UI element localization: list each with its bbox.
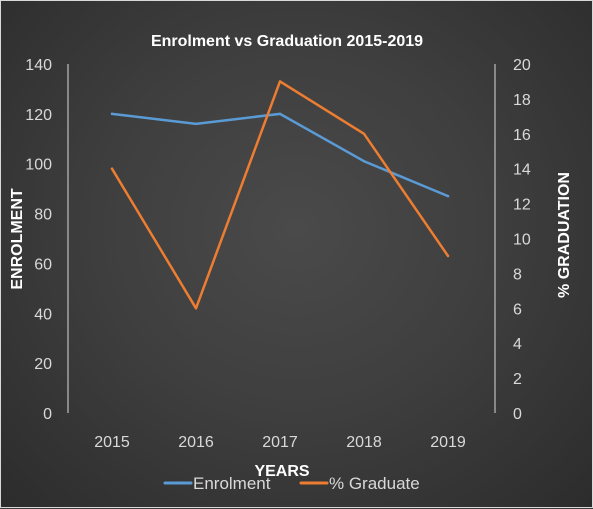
legend-label-enrolment: Enrolment	[193, 474, 271, 493]
y-tick-label: 140	[25, 57, 52, 74]
x-tick-label: 2018	[346, 434, 382, 451]
y2-tick-label: 10	[513, 232, 531, 249]
data-point-graduate	[446, 254, 450, 258]
data-point-enrolment	[446, 194, 450, 198]
data-point-enrolment	[362, 160, 366, 163]
x-tick-label: 2015	[94, 434, 130, 451]
y-tick-label: 120	[25, 107, 52, 124]
y2-axis-title: % GRADUATION	[556, 172, 573, 298]
y2-tick-label: 6	[513, 301, 522, 318]
data-point-enrolment	[110, 112, 114, 116]
y-axis-title: ENROLMENT	[9, 188, 26, 290]
y-tick-label: 60	[34, 256, 52, 273]
y2-tick-label: 20	[513, 57, 531, 74]
y-tick-label: 0	[43, 406, 52, 423]
y-tick-label: 80	[34, 207, 52, 224]
data-point-graduate	[110, 167, 114, 170]
x-axis-ticks: 2015 2016 2017 2018 2019	[94, 434, 466, 451]
right-axis-ticks: 0 2 4 6 8 10 12 14 16 18 20	[513, 57, 531, 423]
y2-tick-label: 16	[513, 127, 531, 144]
x-axis-title: YEARS	[254, 463, 309, 480]
y2-tick-label: 18	[513, 92, 531, 109]
x-tick-label: 2016	[178, 434, 214, 451]
data-point-graduate	[194, 307, 198, 310]
y2-tick-label: 8	[513, 266, 522, 283]
y2-tick-label: 4	[513, 336, 522, 353]
y2-tick-label: 2	[513, 371, 522, 388]
series-line-graduate	[110, 80, 450, 310]
legend-label-graduate: % Graduate	[329, 474, 420, 493]
legend: Enrolment % Graduate	[163, 474, 420, 493]
data-point-graduate	[278, 80, 282, 83]
x-tick-label: 2019	[430, 434, 466, 451]
data-point-graduate	[362, 132, 366, 135]
y2-tick-label: 14	[513, 162, 531, 179]
data-point-enrolment	[278, 112, 282, 116]
y-tick-label: 40	[34, 306, 52, 323]
y-tick-label: 20	[34, 356, 52, 373]
left-axis-ticks: 0 20 40 60 80 100 120 140	[25, 57, 52, 423]
y2-tick-label: 12	[513, 197, 531, 214]
y-tick-label: 100	[25, 157, 52, 174]
series-layer	[110, 80, 450, 310]
data-point-enrolment	[194, 122, 198, 126]
y2-tick-label: 0	[513, 406, 522, 423]
x-tick-label: 2017	[262, 434, 298, 451]
chart-title: Enrolment vs Graduation 2015-2019	[151, 33, 423, 50]
